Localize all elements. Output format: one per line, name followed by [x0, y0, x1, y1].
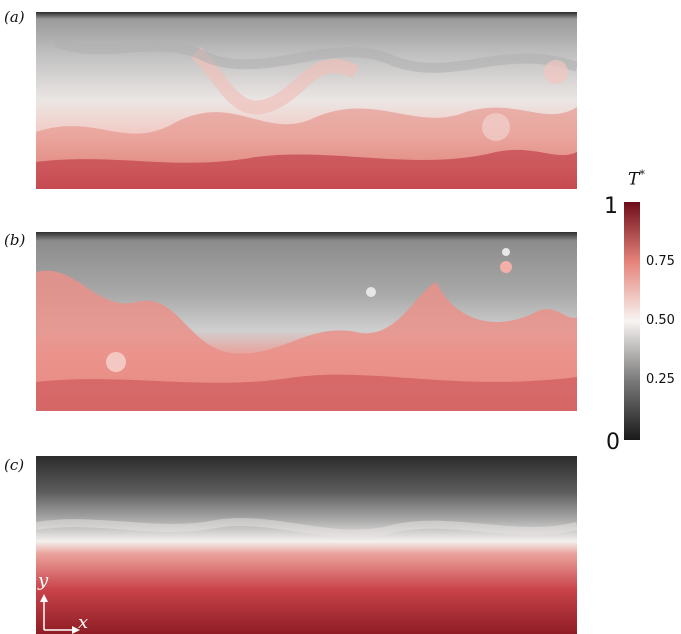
panel-a-label: (a): [4, 8, 25, 26]
axis-label-y: y: [38, 570, 49, 591]
colorbar-tick-0.75: 0.75: [646, 254, 675, 269]
colorbar-tick-1: 1: [604, 194, 618, 219]
panel-b-temperature-field: [36, 232, 577, 411]
colorbar-tick-0: 0: [606, 430, 620, 455]
colorbar-tick-0.50: 0.50: [646, 313, 675, 328]
panel-b-label: (b): [4, 231, 26, 249]
colorbar: [624, 202, 640, 440]
colorbar-title: T*: [628, 168, 645, 190]
panel-c-label: (c): [4, 456, 25, 474]
colorbar-tick-0.25: 0.25: [646, 372, 675, 387]
axis-label-x: x: [78, 612, 89, 633]
panel-a-temperature-field: [36, 12, 577, 189]
axes-arrows-icon: [40, 594, 80, 634]
panel-c-temperature-field: [36, 456, 577, 634]
